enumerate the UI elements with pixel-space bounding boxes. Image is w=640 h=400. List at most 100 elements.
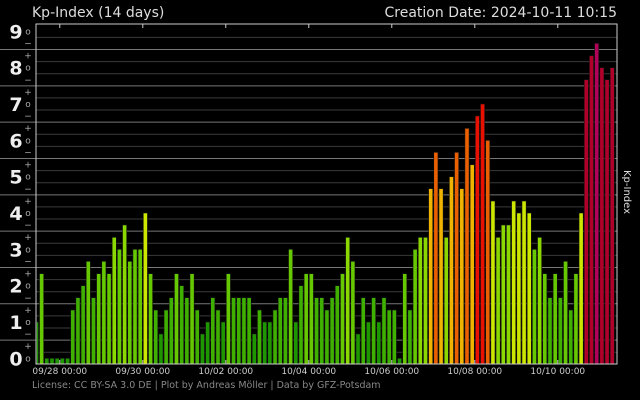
x-tick-label: 10/02 00:00 [198,367,253,377]
kp-bar [609,67,615,365]
kp-bar [246,297,252,365]
kp-bar [511,200,517,365]
kp-bar [184,297,190,365]
kp-bar [438,188,444,365]
kp-bar [345,237,351,365]
kp-bar [205,321,211,365]
kp-bar [80,285,86,365]
kp-bar [464,128,470,365]
bars [36,43,615,365]
kp-bar [189,273,195,365]
y-minor-label-minus: − [24,76,32,86]
y-minor-label-zero: o [25,173,31,183]
kp-bar [340,273,345,365]
y-minor-label-zero: o [25,64,31,74]
kp-bar [288,249,294,365]
kp-bar [376,321,382,365]
kp-bar [329,297,335,365]
y-minor-label-minus: − [24,39,32,49]
kp-bar [272,309,278,365]
kp-bar [127,260,133,365]
kp-bar [516,212,522,365]
kp-bar [397,357,402,365]
kp-bar [350,260,356,365]
kp-bar [283,297,288,365]
y-minor-label-plus: + [24,197,32,207]
kp-bar [39,273,45,365]
y-major-label: 5 [9,167,22,189]
kp-bar [257,309,262,365]
kp-bar [485,140,491,365]
y-minor-label-minus: − [24,221,32,231]
y-major-label: 3 [9,239,22,261]
creation-date: Creation Date: 2024-10-11 10:15 [385,5,617,21]
kp-bar [54,357,60,365]
x-tick-label: 09/28 00:00 [32,367,87,377]
y-minor-label-zero: o [25,136,31,146]
y-minor-label-zero: o [25,245,31,255]
kp-bar [153,309,159,365]
y-major-label: 7 [9,94,22,116]
kp-bar [594,43,600,365]
kp-bar [599,67,605,365]
kp-bar [334,285,340,365]
kp-bar [168,297,174,365]
kp-bar [552,273,558,365]
kp-bar [402,273,408,365]
kp-bar [542,273,548,365]
kp-bar [500,224,506,365]
y-axis-labels: 0 o+1 o+−2 o+−3 o+−4 o+−5 o+−6 o+−7 o+−8 o+−9 o− [9,21,31,370]
kp-bar [506,224,511,365]
y-minor-label-plus: + [24,306,32,316]
x-tick-label: 10/04 00:00 [281,367,336,377]
kp-bar [386,309,392,365]
kp-bar [298,285,304,365]
kp-bar [132,249,138,365]
y-major-label: 8 [9,58,22,80]
y-major-label: 1 [9,312,22,334]
y-minor-label-plus: + [24,161,32,171]
kp-bar [583,79,589,365]
kp-bar [293,321,299,365]
kp-bar [215,309,221,365]
x-axis-ticks: 09/28 00:00 09/30 00:00 10/02 00:00 10/04 0… [32,24,585,377]
kp-bar [454,152,460,365]
kp-bar [179,285,185,365]
kp-bar [480,103,485,365]
y-major-label: 0 [9,348,22,370]
kp-bar [59,357,65,365]
kp-bar [537,237,543,365]
kp-bar [417,237,423,365]
x-tick-label: 10/06 00:00 [364,367,419,377]
kp-bar [70,309,76,365]
kp-bar [106,273,112,365]
footer-credits: License: CC BY-SA 3.0 DE | Plot by Andre… [32,380,381,391]
kp-bar [490,200,496,365]
y-major-label: 2 [9,276,22,298]
y-minor-label-plus: + [24,52,32,62]
kp-bar [49,357,55,365]
kp-bar [220,321,226,365]
kp-bar [91,297,96,365]
kp-bar [449,176,454,365]
kp-bar [391,309,397,365]
kp-bar [101,260,107,365]
kp-bar [174,273,179,365]
kp-bar [163,309,169,365]
y-axis-title: Kp-Index [621,170,632,214]
y-minor-label-plus: + [24,342,32,352]
kp-bar [526,212,532,365]
kp-bar [433,152,439,365]
kp-bar [324,309,330,365]
kp-bar [117,249,122,365]
kp-bar [319,297,325,365]
kp-bar [532,249,537,365]
kp-bar [200,333,205,365]
kp-bar [578,212,584,365]
kp-bar [423,237,428,365]
kp-bar [589,55,594,365]
y-minor-label-zero: o [25,100,31,110]
kp-bar [557,297,563,365]
kp-bar [308,273,314,365]
